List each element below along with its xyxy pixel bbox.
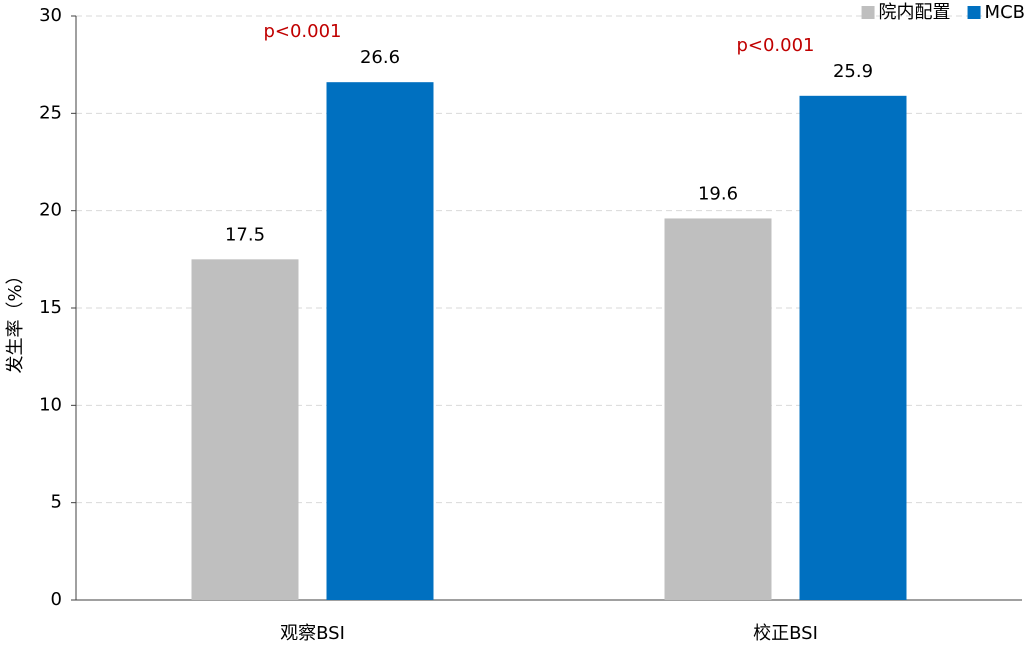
y-tick-label: 25 [39,102,62,123]
legend-swatch [861,6,875,19]
value-label: 17.5 [225,224,265,245]
bar [191,259,299,600]
bar [799,95,907,601]
legend-swatch [967,6,981,19]
value-label: 19.6 [698,183,738,204]
annotation: p<0.001 [263,21,341,42]
annotation: p<0.001 [736,35,814,56]
value-label: 25.9 [833,61,873,82]
legend-label: 院内配置 [879,2,951,23]
y-tick-label: 30 [39,5,62,26]
y-tick-label: 10 [39,394,62,415]
x-tick-label: 校正BSI [753,623,818,644]
y-tick-label: 20 [39,200,62,221]
y-tick-label: 0 [51,589,62,610]
value-label: 26.6 [360,47,400,68]
y-tick-label: 15 [39,297,62,318]
x-tick-label: 观察BSI [280,623,345,644]
y-tick-label: 5 [51,492,62,513]
bar [664,218,772,600]
legend-label: MCB [985,2,1025,23]
bar [326,82,434,601]
y-axis-label: 发生率（%） [5,266,26,373]
